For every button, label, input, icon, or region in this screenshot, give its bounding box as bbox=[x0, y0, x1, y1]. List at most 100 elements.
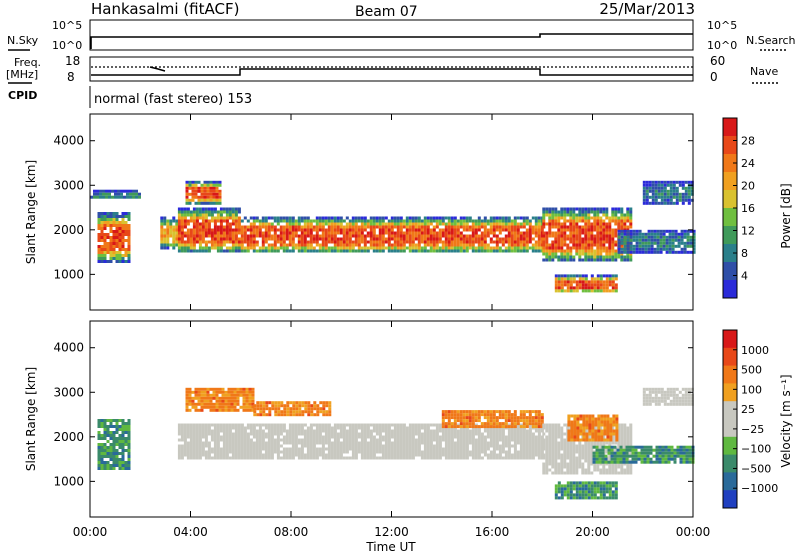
power-cell bbox=[632, 235, 636, 239]
power-cell bbox=[315, 231, 319, 235]
power-cell bbox=[659, 229, 663, 233]
velocity-cell bbox=[587, 453, 591, 457]
power-cell bbox=[414, 234, 418, 238]
power-cell bbox=[177, 219, 181, 223]
velocity-cell bbox=[273, 444, 277, 448]
station-title: Hankasalmi (fitACF) bbox=[91, 0, 239, 18]
power-cell bbox=[127, 239, 131, 242]
velocity-cell bbox=[100, 437, 104, 440]
power-cell bbox=[186, 234, 190, 238]
power-cell bbox=[97, 215, 101, 218]
power-cell bbox=[100, 245, 104, 248]
power-cell bbox=[599, 289, 603, 293]
power-cell bbox=[620, 232, 624, 236]
power-cell bbox=[203, 195, 207, 199]
power-cell bbox=[185, 180, 189, 184]
velocity-cell bbox=[584, 450, 588, 454]
velocity-cell bbox=[218, 402, 222, 406]
velocity-cell bbox=[280, 401, 284, 405]
power-cell bbox=[172, 240, 176, 244]
power-cell bbox=[602, 234, 606, 238]
velocity-cell bbox=[578, 444, 582, 448]
velocity-cell bbox=[447, 453, 451, 457]
velocity-cell bbox=[327, 423, 331, 427]
velocity-cell bbox=[435, 444, 439, 448]
power-cell bbox=[201, 210, 205, 214]
power-cell bbox=[468, 240, 472, 244]
velocity-cell bbox=[360, 447, 364, 451]
power-cell bbox=[602, 213, 606, 217]
velocity-cell bbox=[203, 393, 207, 397]
velocity-cell bbox=[384, 426, 388, 430]
velocity-cell bbox=[557, 423, 561, 427]
power-cell bbox=[411, 225, 415, 229]
velocity-cell bbox=[477, 416, 481, 420]
velocity-cell bbox=[309, 429, 313, 433]
power-cell bbox=[566, 258, 570, 262]
power-cell bbox=[240, 228, 244, 232]
power-cell bbox=[690, 198, 694, 202]
velocity-cell bbox=[198, 450, 202, 454]
power-cell bbox=[587, 243, 591, 247]
power-cell bbox=[572, 234, 576, 238]
velocity-cell bbox=[124, 425, 128, 428]
power-cell bbox=[677, 244, 681, 248]
power-cell bbox=[261, 249, 265, 253]
velocity-cell bbox=[492, 422, 496, 426]
power-cell bbox=[432, 228, 436, 232]
power-cell bbox=[297, 225, 301, 229]
velocity-cell bbox=[118, 464, 122, 467]
power-cell bbox=[327, 246, 331, 250]
power-cell bbox=[447, 240, 451, 244]
power-cell bbox=[222, 237, 226, 241]
power-cell bbox=[593, 234, 597, 238]
velocity-cell bbox=[372, 429, 376, 433]
power-cell bbox=[674, 238, 678, 242]
power-cell bbox=[175, 243, 179, 247]
power-cell bbox=[237, 228, 241, 232]
power-cell bbox=[105, 192, 108, 196]
power-cell bbox=[267, 237, 271, 241]
power-cell bbox=[596, 240, 600, 244]
power-cell bbox=[644, 232, 648, 236]
power-cell bbox=[651, 201, 655, 205]
power-cell bbox=[363, 240, 367, 244]
power-cell bbox=[185, 195, 189, 199]
velocity-cell bbox=[468, 410, 472, 414]
power-cell bbox=[617, 235, 621, 239]
power-cell bbox=[557, 289, 561, 293]
power-cell bbox=[489, 219, 493, 223]
power-cell bbox=[405, 222, 409, 226]
power-cell bbox=[468, 246, 472, 250]
power-cell bbox=[620, 250, 624, 254]
velocity-cell bbox=[230, 402, 234, 406]
velocity-cell bbox=[432, 450, 436, 454]
power-cell bbox=[614, 255, 618, 259]
velocity-cell bbox=[522, 419, 526, 423]
power-cell bbox=[660, 201, 664, 205]
velocity-cell bbox=[245, 399, 249, 403]
power-cell bbox=[291, 216, 295, 220]
power-cell bbox=[566, 286, 570, 290]
power-cell bbox=[103, 260, 107, 263]
velocity-cell bbox=[566, 441, 570, 445]
velocity-cell bbox=[551, 429, 555, 433]
velocity-cell bbox=[194, 396, 198, 400]
velocity-cell bbox=[551, 438, 555, 442]
velocity-cell bbox=[480, 410, 484, 414]
velocity-cell bbox=[375, 447, 379, 451]
power-cell bbox=[201, 216, 205, 220]
power-cell bbox=[441, 216, 445, 220]
velocity-cell bbox=[288, 426, 292, 430]
power-cell bbox=[659, 244, 663, 248]
velocity-cell bbox=[378, 426, 382, 430]
power-cell bbox=[100, 236, 104, 239]
power-cell bbox=[525, 231, 529, 235]
velocity-cell bbox=[501, 450, 505, 454]
power-cell bbox=[124, 233, 128, 236]
velocity-cell bbox=[441, 416, 445, 420]
velocity-cell bbox=[339, 456, 343, 460]
velocity-cell bbox=[307, 413, 311, 417]
power-cell bbox=[390, 246, 394, 250]
power-cell bbox=[656, 229, 660, 233]
